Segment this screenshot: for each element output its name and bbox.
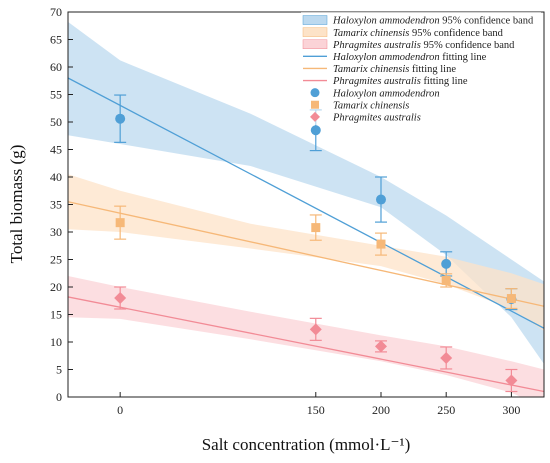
haloxylon-ammodendron-point: [310, 125, 321, 136]
x-tick-label: 250: [437, 403, 455, 417]
legend-background: [301, 12, 541, 125]
y-tick-label: 55: [50, 88, 62, 102]
y-tick-label: 5: [56, 363, 62, 377]
haloxylon-ammodendron-point: [375, 194, 386, 205]
haloxylon-ammodendron-point: [441, 258, 452, 269]
y-tick-label: 40: [50, 170, 62, 184]
legend-band-swatch: [302, 27, 328, 37]
legend-marker: [311, 100, 319, 109]
legend-label: Haloxylon ammodendron fitting line: [332, 52, 487, 63]
x-tick-label: 300: [502, 403, 520, 417]
legend-suffix: 95% confidence band: [409, 28, 503, 39]
x-tick-label: 200: [372, 403, 390, 417]
legend-band-swatch: [302, 15, 328, 25]
phragmites-australis-confidence-band: [68, 276, 544, 397]
y-tick-label: 20: [50, 280, 62, 294]
y-tick-label: 30: [50, 225, 62, 239]
tamarix-chinensis-point: [441, 275, 451, 285]
legend-label: Haloxylon ammodendron 95% confidence ban…: [332, 16, 534, 27]
legend-suffix: fitting line: [440, 52, 487, 63]
tamarix-chinensis-fitting-line: [68, 201, 544, 307]
legend-species-name: Haloxylon ammodendron: [332, 88, 440, 99]
y-axis-title: Total biomass (g): [7, 145, 26, 264]
legend-species-name: Tamarix chinensis: [333, 100, 409, 111]
legend-item-phragmites-australis-band: Phragmites australis 95% confidence band: [302, 39, 515, 51]
legend-species-name: Phragmites australis: [332, 112, 421, 123]
y-tick-label: 25: [50, 253, 62, 267]
legend-band-swatch: [302, 39, 328, 49]
phragmites-australis-point: [309, 323, 322, 336]
legend-item-haloxylon-ammodendron-band: Haloxylon ammodendron 95% confidence ban…: [302, 15, 534, 27]
legend-label: Haloxylon ammodendron: [332, 88, 440, 99]
haloxylon-ammodendron-point: [115, 113, 126, 124]
tamarix-chinensis-point: [376, 239, 386, 249]
legend-label: Phragmites australis: [332, 112, 421, 123]
legend-species-name: Phragmites australis: [332, 76, 421, 87]
legend-suffix: 95% confidence band: [421, 40, 515, 51]
tamarix-chinensis-point: [311, 223, 321, 233]
legend-label: Phragmites australis 95% confidence band: [332, 40, 515, 51]
legend-item-tamarix-chinensis-line: Tamarix chinensis fitting line: [303, 64, 456, 75]
y-tick-label: 10: [50, 335, 62, 349]
fitting-lines: [68, 77, 544, 393]
legend-item-tamarix-chinensis-marker: Tamarix chinensis: [311, 100, 409, 111]
phragmites-australis-fitting-line: [68, 296, 544, 393]
y-tick-label: 70: [50, 5, 62, 19]
legend-marker: [310, 111, 320, 122]
legend-item-phragmites-australis-line: Phragmites australis fitting line: [303, 76, 468, 87]
phragmites-australis-point: [440, 351, 453, 364]
data-points: [114, 113, 518, 387]
legend-species-name: Tamarix chinensis: [333, 28, 409, 39]
legend-marker: [310, 88, 320, 98]
legend-item-haloxylon-ammodendron-marker: Haloxylon ammodendron: [310, 88, 440, 99]
legend-item-tamarix-chinensis-band: Tamarix chinensis 95% confidence band: [302, 27, 504, 39]
legend-label: Phragmites australis fitting line: [332, 76, 468, 87]
legend-item-haloxylon-ammodendron-line: Haloxylon ammodendron fitting line: [303, 52, 487, 63]
legend-label: Tamarix chinensis fitting line: [333, 64, 456, 75]
tamarix-chinensis-confidence-band: [68, 174, 544, 331]
tamarix-chinensis-point: [506, 294, 516, 304]
legend-label: Tamarix chinensis: [333, 100, 409, 111]
y-axis: 0 5 10 15 20 25 30 35 40 45 50 55 60 65 70: [50, 5, 73, 404]
legend-species-name: Haloxylon ammodendron: [332, 52, 440, 63]
legend-species-name: Tamarix chinensis: [333, 64, 409, 75]
legend-species-name: Haloxylon ammodendron: [332, 16, 440, 27]
legend: Haloxylon ammodendron 95% confidence ban…: [301, 12, 541, 125]
legend-species-name: Phragmites australis: [332, 40, 421, 51]
haloxylon-ammodendron-fitting-line: [68, 77, 544, 329]
legend-suffix: 95% confidence band: [440, 16, 534, 27]
y-tick-label: 50: [50, 115, 62, 129]
tamarix-chinensis-point: [115, 218, 125, 228]
phragmites-australis-point: [505, 374, 518, 387]
legend-suffix: fitting line: [409, 64, 456, 75]
x-tick-label: 150: [307, 403, 325, 417]
y-tick-label: 45: [50, 143, 62, 157]
x-tick-label: 0: [117, 403, 123, 417]
x-axis: 0 150 200 250 300: [117, 392, 520, 417]
legend-suffix: fitting line: [421, 76, 468, 87]
confidence-bands: [68, 21, 544, 397]
y-tick-label: 15: [50, 308, 62, 322]
haloxylon-ammodendron-confidence-band: [68, 21, 544, 365]
y-tick-label: 35: [50, 198, 62, 212]
legend-label: Tamarix chinensis 95% confidence band: [333, 28, 504, 39]
legend-item-phragmites-australis-marker: Phragmites australis: [310, 111, 421, 123]
y-tick-label: 60: [50, 60, 62, 74]
phragmites-australis-point: [374, 340, 387, 353]
y-tick-label: 0: [56, 390, 62, 404]
phragmites-australis-point: [114, 292, 127, 304]
x-axis-title: Salt concentration (mmol·L⁻¹): [202, 435, 411, 454]
y-tick-label: 65: [50, 33, 62, 47]
